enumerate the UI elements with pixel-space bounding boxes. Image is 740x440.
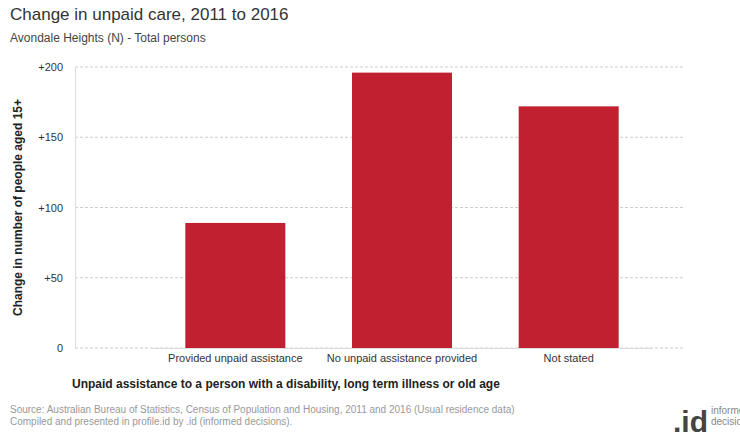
- bar: [185, 223, 285, 348]
- source: Source: Australian Bureau of Statistics,…: [10, 404, 515, 415]
- title: Change in unpaid care, 2011 to 2016: [10, 5, 289, 24]
- logo: .id: [673, 405, 708, 438]
- y-tick-label: 0: [57, 342, 63, 354]
- x-tick: Provided unpaid assistance: [168, 348, 303, 364]
- y-tick: +150: [38, 131, 75, 143]
- x-tick-label: Provided unpaid assistance: [168, 352, 303, 364]
- x-tick: Not stated: [544, 348, 594, 364]
- x-tick: No unpaid assistance provided: [327, 348, 477, 364]
- x-axis: Provided unpaid assistance No unpaid assi…: [153, 348, 653, 364]
- grid-line: [75, 67, 685, 68]
- grid: [75, 67, 685, 348]
- y-axis-line: [75, 68, 76, 349]
- y-tick: 0: [57, 342, 75, 354]
- y-tick: +200: [38, 61, 75, 73]
- x-axis-line: [153, 348, 653, 349]
- y-tick-label: +50: [44, 272, 63, 284]
- x-tick-label: No unpaid assistance provided: [327, 352, 477, 364]
- y-axis: 0 +50 +100 +150 +200: [38, 61, 75, 354]
- source: Compiled and presented in profile.id by …: [10, 416, 292, 427]
- x-axis-title: Unpaid assistance to a person with a dis…: [72, 377, 500, 391]
- bars: [185, 73, 618, 348]
- chart: Change in unpaid care, 2011 to 2016 Avond…: [0, 0, 740, 440]
- x-tick-label: Not stated: [544, 352, 594, 364]
- y-axis-title: Change in number of people aged 15+: [11, 99, 25, 316]
- y-tick: +50: [44, 272, 75, 284]
- y-tick-label: +150: [38, 131, 63, 143]
- logo-tagline: informeddecisions: [711, 405, 740, 427]
- y-tick-label: +100: [38, 202, 63, 214]
- y-tick: +100: [38, 202, 75, 214]
- bar: [352, 73, 452, 348]
- bar: [519, 106, 619, 348]
- y-tick-label: +200: [38, 61, 63, 73]
- subtitle: Avondale Heights (N) - Total persons: [10, 31, 206, 45]
